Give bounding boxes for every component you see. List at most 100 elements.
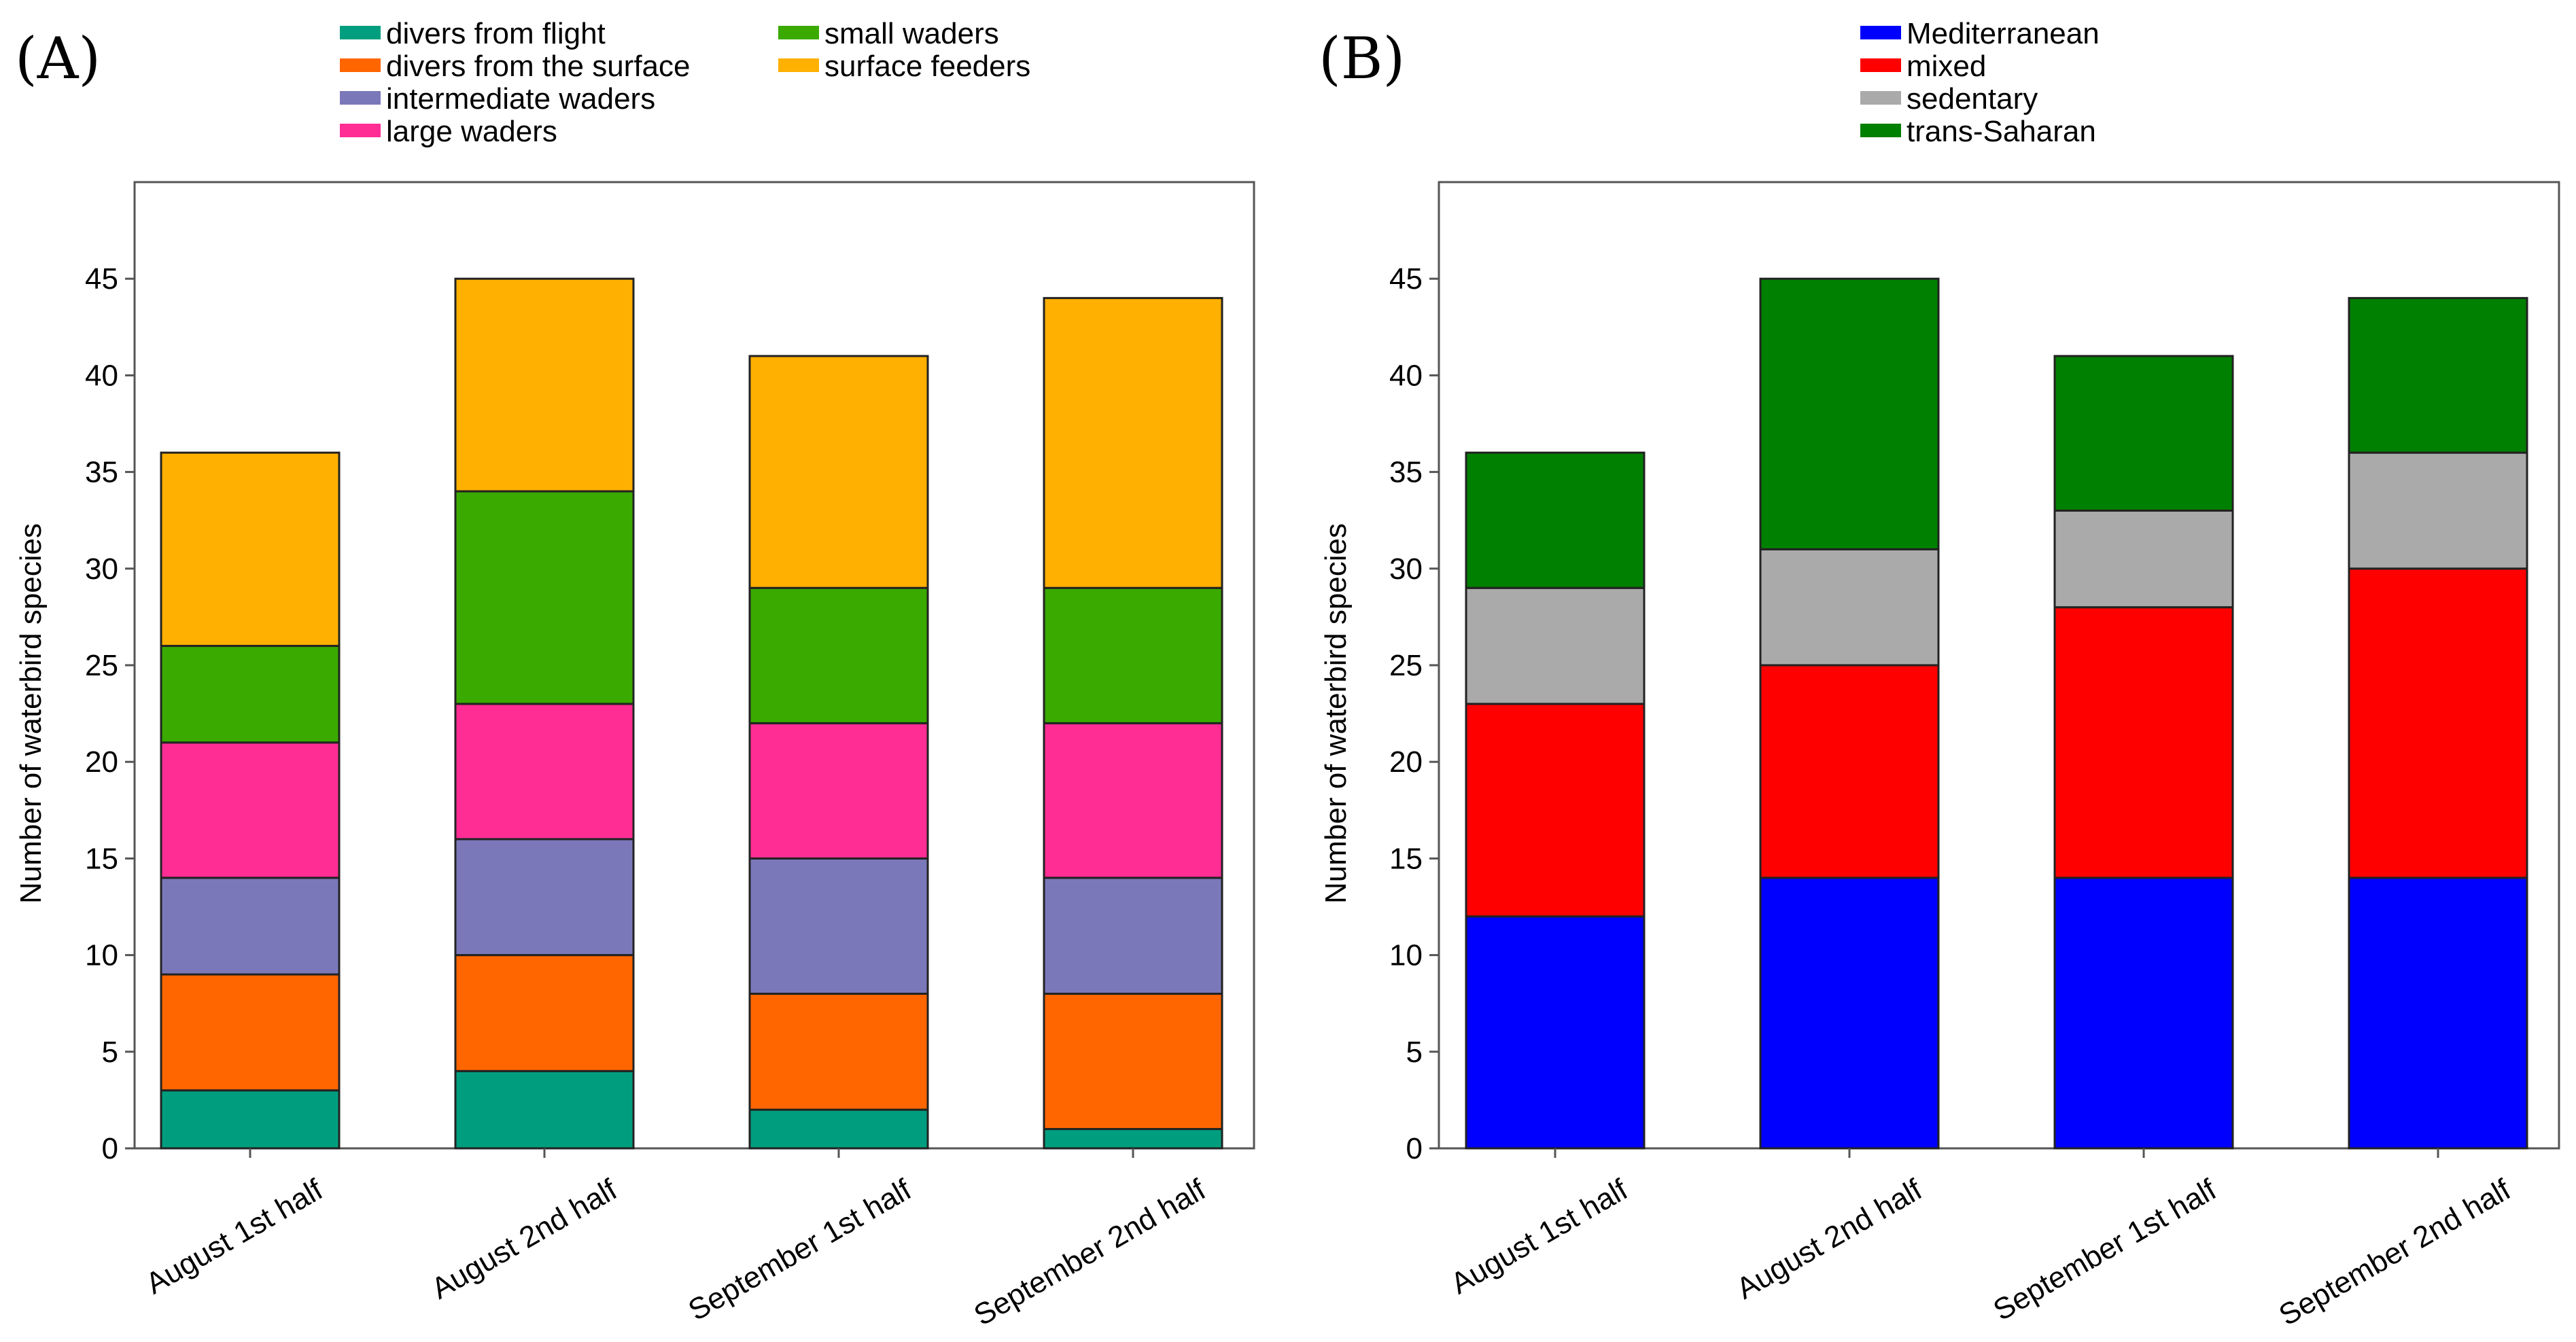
- panel-a-legend-swatch-surface-feeders: [778, 58, 819, 72]
- panel-a-legend-item-divers-from-flight: divers from flight: [340, 17, 606, 50]
- panel-b-bar-august-2nd-half-mediterranean: [1759, 877, 1940, 1150]
- panel-b-legend-swatch-sedentary: [1860, 91, 1901, 105]
- panel-b-legend-swatch-trans-saharan: [1860, 124, 1901, 137]
- panel-a-y-tick-label-5: 5: [102, 1036, 118, 1069]
- panel-a-legend-item-divers-from-the-surface: divers from the surface: [340, 50, 691, 83]
- panel-b-y-axis-label: Number of waterbird species: [1319, 523, 1353, 904]
- panel-a-legend-label-small-waders: small waders: [824, 17, 999, 50]
- panel-b-bar-august-1st-half-trans-saharan: [1465, 451, 1646, 589]
- panel-a-bar-august-1st-half-small-waders: [160, 645, 341, 744]
- panel-b-y-tick-label-15: 15: [1389, 842, 1423, 875]
- panel-a-bar-august-2nd-half-intermediate-waders: [454, 838, 635, 957]
- panel-a-legend-label-large-waders: large waders: [386, 115, 557, 148]
- panel-b-y-tick-label-40: 40: [1389, 359, 1423, 392]
- panel-a-y-tick-label-10: 10: [85, 939, 118, 972]
- panel-b-legend-item-mixed: mixed: [1860, 50, 1986, 83]
- panel-b-bar-september-1st-half-sedentary: [2053, 509, 2234, 609]
- panel-b-x-tick-label-september-1st-half: September 1st half: [1988, 1173, 2223, 1327]
- panel-a-bar-august-1st-half-intermediate-waders: [160, 877, 341, 976]
- panel-b-bar-september-2nd-half-mediterranean: [2348, 877, 2528, 1150]
- panel-a-bar-september-2nd-half-small-waders: [1043, 586, 1223, 724]
- panel-a-bar-september-1st-half-divers-from-flight: [748, 1108, 929, 1150]
- panel-b-y-tick-label-35: 35: [1389, 456, 1423, 489]
- panel-a-legend-swatch-small-waders: [778, 26, 819, 39]
- panel-b-bar-august-1st-half-mediterranean: [1465, 915, 1646, 1150]
- panel-b-bar-september-1st-half-trans-saharan: [2053, 355, 2234, 512]
- panel-a-y-tick-label-15: 15: [85, 842, 118, 875]
- panel-a-plot: 0 5 10 15 20 25 30 35 40 45 August 1st half August …: [85, 181, 1255, 1332]
- panel-a-legend-swatch-large-waders: [340, 124, 381, 137]
- panel-b-bar-august-2nd-half-mixed: [1759, 664, 1940, 879]
- panel-b-legend-item-sedentary: sedentary: [1860, 82, 2038, 116]
- panel-b-x-tick-label-september-2nd-half: September 2nd half: [2274, 1173, 2517, 1332]
- panel-a-bar-august-2nd-half-divers-from-flight: [454, 1070, 635, 1150]
- panel-a-legend-item-small-waders: small waders: [778, 17, 999, 50]
- panel-a-bar-august-2nd-half-small-waders: [454, 490, 635, 705]
- panel-b-bar-september-2nd-half-sedentary: [2348, 451, 2528, 570]
- panel-a-legend-swatch-intermediate-waders: [340, 91, 381, 105]
- panel-b-legend-item-mediterranean: Mediterranean: [1860, 17, 2100, 50]
- panel-a-bar-september-2nd-half-large-waders: [1043, 722, 1223, 879]
- panel-a-bar-september-2nd-half-surface-feeders: [1043, 297, 1223, 589]
- panel-a-legend-label-divers-from-flight: divers from flight: [386, 17, 606, 50]
- panel-a-bar-august-2nd-half-surface-feeders: [454, 277, 635, 493]
- panel-a-legend-label-divers-from-the-surface: divers from the surface: [386, 50, 691, 83]
- panel-b-bar-september-2nd-half-mixed: [2348, 567, 2528, 879]
- panel-a-bar-august-2nd-half-large-waders: [454, 703, 635, 841]
- panel-a-legend-item-large-waders: large waders: [340, 115, 557, 148]
- panel-a-x-tick-label-august-2nd-half: August 2nd half: [426, 1173, 623, 1306]
- panel-a-legend-swatch-divers-from-the-surface: [340, 58, 381, 72]
- panel-a-y-tick-label-20: 20: [85, 745, 118, 779]
- panel-a-bar-september-1st-half-intermediate-waders: [748, 857, 929, 995]
- panel-b-legend-item-trans-saharan: trans-Saharan: [1860, 115, 2096, 148]
- panel-b-bar-august-1st-half-mixed: [1465, 703, 1646, 918]
- panel-b-legend-label-trans-saharan: trans-Saharan: [1907, 115, 2096, 148]
- panel-b-plot: 0 5 10 15 20 25 30 35 40 45 August 1st half August …: [1389, 181, 2560, 1332]
- panel-a-y-tick-label-35: 35: [85, 456, 118, 489]
- panel-a-x-tick-label-september-1st-half: September 1st half: [683, 1173, 918, 1327]
- panel-b-legend-swatch-mixed: [1860, 58, 1901, 72]
- panel-b-bar-september-2nd-half-trans-saharan: [2348, 297, 2528, 454]
- panel-a-legend-label-surface-feeders: surface feeders: [824, 50, 1030, 83]
- panel-b-x-tick-label-august-1st-half: August 1st half: [1445, 1173, 1633, 1301]
- panel-a-bar-september-1st-half-surface-feeders: [748, 355, 929, 589]
- panel-a-legend-item-surface-feeders: surface feeders: [778, 50, 1030, 83]
- panel-a-bar-august-1st-half-large-waders: [160, 741, 341, 879]
- panel-a-bar-september-1st-half-small-waders: [748, 586, 929, 724]
- panel-a-bar-august-2nd-half-divers-from-the-surface: [454, 954, 635, 1072]
- panel-b-bar-august-2nd-half-trans-saharan: [1759, 277, 1940, 550]
- panel-b-legend-label-sedentary: sedentary: [1907, 82, 2038, 116]
- panel-b-y-tick-label-30: 30: [1389, 552, 1423, 586]
- panel-a-bar-september-1st-half-large-waders: [748, 722, 929, 860]
- panel-a-bar-august-1st-half-surface-feeders: [160, 451, 341, 648]
- panel-b-y-tick-label-45: 45: [1389, 262, 1423, 296]
- panel-b-y-tick-label-10: 10: [1389, 939, 1423, 972]
- panel-b-bar-august-2nd-half-sedentary: [1759, 548, 1940, 667]
- panel-a-bar-august-1st-half-divers-from-flight: [160, 1089, 341, 1150]
- panel-a-label: (A): [15, 25, 101, 92]
- panel-a-bar-september-2nd-half-divers-from-flight: [1043, 1128, 1223, 1150]
- panel-b-bar-september-1st-half-mediterranean: [2053, 877, 2234, 1150]
- panel-a-y-tick-label-25: 25: [85, 649, 118, 682]
- panel-b-legend-label-mediterranean: Mediterranean: [1907, 17, 2100, 50]
- panel-a-y-tick-label-0: 0: [102, 1132, 118, 1165]
- panel-b: (B) Mediterraneanmixedsedentarytrans-Sah…: [1319, 17, 2560, 1332]
- panel-b-y-tick-label-5: 5: [1406, 1036, 1423, 1069]
- panel-a-x-tick-label-september-2nd-half: September 2nd half: [969, 1173, 1212, 1332]
- panel-a-bar-september-2nd-half-intermediate-waders: [1043, 877, 1223, 995]
- panel-a-legend-swatch-divers-from-flight: [340, 26, 381, 39]
- panel-a-y-tick-label-30: 30: [85, 552, 118, 586]
- panel-b-y-tick-label-25: 25: [1389, 649, 1423, 682]
- panel-b-bar-august-1st-half-sedentary: [1465, 586, 1646, 705]
- panel-b-y-tick-label-0: 0: [1406, 1132, 1423, 1165]
- panel-b-label: (B): [1319, 25, 1405, 92]
- panel-a-x-tick-label-august-1st-half: August 1st half: [140, 1173, 328, 1301]
- panel-a-bar-september-2nd-half-divers-from-the-surface: [1043, 992, 1223, 1131]
- panel-b-legend-swatch-mediterranean: [1860, 26, 1901, 39]
- panel-b-x-tick-label-august-2nd-half: August 2nd half: [1731, 1173, 1928, 1306]
- panel-a-bar-august-1st-half-divers-from-the-surface: [160, 973, 341, 1092]
